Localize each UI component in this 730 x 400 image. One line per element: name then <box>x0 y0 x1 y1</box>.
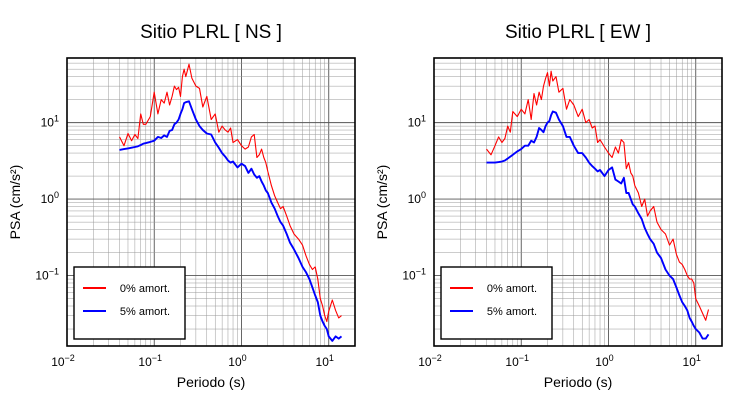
y-axis-label: PSA (cm/s²) <box>374 165 390 240</box>
legend: 0% amort. 5% amort. <box>73 266 186 340</box>
legend-label-5pct: 5% amort. <box>487 306 537 318</box>
tick-labels: 10−2 10−1 100 101 10−1 100 101 <box>35 114 334 369</box>
x-tick-label: 101 <box>683 353 701 369</box>
plot-frame <box>433 57 723 347</box>
series-group <box>119 63 343 342</box>
tick-labels: 10−2 10−1 100 101 10−1 100 101 <box>402 114 701 369</box>
y-axis-label: PSA (cm/s²) <box>7 165 23 240</box>
plot-frame <box>66 57 356 347</box>
series-0pct-line <box>119 63 342 323</box>
series-5pct-line <box>119 100 343 342</box>
x-tick-label: 10−2 <box>418 353 442 369</box>
chart-panel-ew: Sitio PLRL [ EW ] 10−2 10−1 100 10110−11001… <box>374 22 723 390</box>
legend-box <box>440 266 553 340</box>
grid <box>433 57 723 346</box>
legend-label-0pct: 0% amort. <box>120 283 170 295</box>
y-tick-label: 10−1 <box>35 267 59 283</box>
y-tick-label: 101 <box>408 114 426 130</box>
y-tick-label: 100 <box>41 190 59 206</box>
y-tick-label: 100 <box>408 190 426 206</box>
x-tick-label: 101 <box>316 353 334 369</box>
legend-label-5pct: 5% amort. <box>120 306 170 318</box>
legend-label-0pct: 0% amort. <box>487 283 537 295</box>
x-tick-label: 10−2 <box>51 353 75 369</box>
chart-panel-ns: Sitio PLRL [ NS ] 10−2 10−1 100 10110−11001… <box>7 22 356 390</box>
series-group <box>486 70 710 340</box>
x-axis-label: Periodo (s) <box>177 374 245 390</box>
y-tick-label: 10−1 <box>402 267 426 283</box>
x-tick-label: 10−1 <box>138 353 162 369</box>
x-tick-label: 10−1 <box>505 353 529 369</box>
legend: 0% amort. 5% amort. <box>440 266 553 340</box>
chart-title: Sitio PLRL [ EW ] <box>505 22 651 43</box>
series-5pct-line <box>486 110 710 340</box>
x-tick-label: 100 <box>228 353 246 369</box>
x-tick-label: 100 <box>595 353 613 369</box>
y-tick-label: 101 <box>41 114 59 130</box>
series-0pct-line <box>486 70 710 321</box>
chart-title: Sitio PLRL [ NS ] <box>140 22 282 43</box>
legend-box <box>73 266 186 340</box>
x-axis-label: Periodo (s) <box>544 374 612 390</box>
